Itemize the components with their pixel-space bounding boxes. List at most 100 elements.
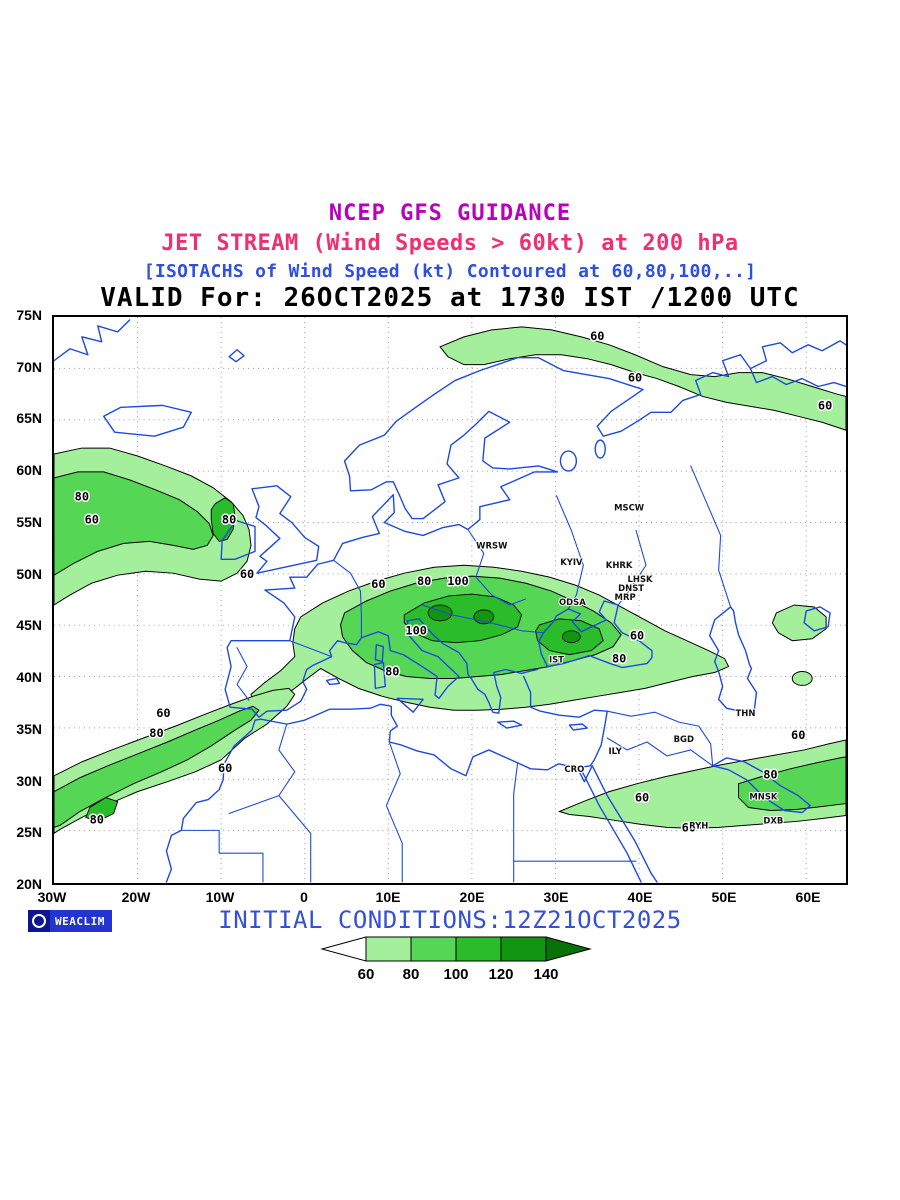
- border-poland-east: [467, 528, 493, 596]
- contour-labels: 60 60 60 80 60 80 60 60 80 100 100 60 80 80 60 80 60 60 80…: [73, 327, 834, 835]
- coast-aral-sea: [803, 606, 831, 632]
- river-danube: [421, 604, 545, 634]
- lat-label-70N: 70N: [16, 358, 42, 375]
- coast-greenland: [54, 319, 131, 362]
- city-label-dnst: DNST: [618, 583, 644, 593]
- border-algeria-mali: [278, 795, 312, 883]
- border-portugal: [236, 647, 250, 701]
- lat-label-55N: 55N: [16, 513, 42, 530]
- colorbar-legend: 60 80 100 120 140: [320, 936, 592, 986]
- longitude-axis: 30W 20W 10W 0 10E 20E 30E 40E 50E 60E: [38, 889, 848, 907]
- city-label-lhsk: LHSK: [627, 574, 653, 584]
- coast-persian-gulf: [711, 757, 811, 814]
- contour-label-80: 80: [222, 513, 236, 527]
- coast-west-europe-mediterranean: [224, 532, 539, 718]
- city-label-odsa: ODSA: [559, 597, 586, 607]
- initial-conditions-text: INITIAL CONDITIONS:12Z21OCT2025: [218, 906, 682, 934]
- contour-label-80: 80: [75, 490, 89, 504]
- contour-label-60: 60: [371, 577, 385, 591]
- contour-label-60: 60: [628, 371, 642, 385]
- title-product: JET STREAM (Wind Speeds > 60kt) at 200 h…: [161, 231, 739, 256]
- title-valid-time: VALID For: 26OCT2025 at 1730 IST /1200 U…: [100, 283, 800, 313]
- city-label-mnsk: MNSK: [749, 792, 778, 802]
- border-mideast: [606, 737, 714, 767]
- colorbar-svg: [320, 936, 592, 962]
- coast-great-britain: [251, 485, 320, 574]
- contour-label-80: 80: [612, 652, 626, 666]
- map-area: 60 60 60 80 60 80 60 60 80 100 100 60 80 80 60 80 60 60 80…: [52, 315, 848, 885]
- colorbar-seg-120-140: [500, 936, 547, 962]
- lat-label-65N: 65N: [16, 410, 42, 427]
- contour-label-60: 60: [590, 329, 604, 343]
- city-label-mrp: MRP: [615, 592, 636, 602]
- colorbar-tick-100: 100: [443, 966, 469, 983]
- lat-label-50N: 50N: [16, 565, 42, 582]
- colorbar-seg-100-120: [455, 936, 502, 962]
- island-cyprus: [568, 723, 589, 731]
- contour-label-60: 60: [240, 567, 254, 581]
- island-sicily: [396, 697, 424, 713]
- colorbar-tick-80: 80: [402, 966, 420, 983]
- coast-red-sea-west: [580, 769, 642, 883]
- border-carpathia: [491, 594, 527, 606]
- colorbar-tick-140: 140: [533, 966, 559, 983]
- coast-pechora: [749, 367, 846, 388]
- contour-label-60: 60: [218, 761, 232, 775]
- coast-sinai: [576, 765, 593, 783]
- island-sardinia: [373, 661, 387, 690]
- lon-label-10W: 10W: [205, 889, 235, 905]
- lat-label-25N: 25N: [16, 824, 42, 841]
- contour-label-60: 60: [156, 706, 170, 720]
- coast-red-sea-east: [591, 765, 658, 883]
- river-dnieper: [555, 495, 584, 610]
- lon-label-60E: 60E: [795, 889, 821, 905]
- circle-icon: [32, 914, 46, 928]
- isotach-fills: [54, 326, 846, 834]
- border-west-sahara: [180, 829, 264, 883]
- contour-label-80: 80: [90, 812, 104, 826]
- city-label-khrk: KHRK: [606, 560, 633, 570]
- jet-band-arctic-60: [439, 326, 846, 431]
- coast-turkey-levant-north-africa: [165, 675, 608, 883]
- contour-label-80: 80: [385, 664, 399, 678]
- lake-onega: [594, 439, 606, 459]
- lat-label-75N: 75N: [16, 307, 42, 323]
- latitude-axis: 75N 70N 65N 60N 55N 50N 45N 40N 35N 30N 25N 20N: [0, 307, 46, 892]
- city-label-ily: ILY: [609, 746, 623, 756]
- jet-blob-east-caspian: [771, 604, 827, 642]
- river-don: [617, 529, 647, 606]
- city-label-mscw: MSCW: [614, 503, 645, 513]
- contour-label-60: 60: [818, 398, 832, 412]
- coast-ireland: [220, 519, 256, 560]
- lat-label-60N: 60N: [16, 462, 42, 479]
- colorbar-seg-60-80: [365, 936, 412, 962]
- coast-caspian-sea: [708, 606, 758, 712]
- border-morocco-algeria: [228, 723, 296, 815]
- city-label-ryh: RYH: [689, 820, 708, 830]
- contour-label-80: 80: [417, 574, 431, 588]
- lon-label-30E: 30E: [543, 889, 569, 905]
- lat-label-35N: 35N: [16, 720, 42, 737]
- lon-label-20E: 20E: [459, 889, 485, 905]
- coastlines-borders: [54, 319, 846, 883]
- weaclim-logo-text: WEACLIM: [55, 914, 105, 928]
- jet-core-alps-1: [427, 604, 453, 622]
- lat-label-45N: 45N: [16, 617, 42, 634]
- coast-iceland: [103, 404, 193, 437]
- city-label-wrsw: WRSW: [476, 540, 508, 550]
- colorbar-seg-80-100: [410, 936, 457, 962]
- jet-band-mideast-80: [738, 756, 846, 812]
- coast-black-sea: [537, 600, 653, 669]
- city-label-dxb: DXB: [763, 815, 783, 825]
- jet-blob-iran-small: [791, 670, 813, 686]
- colorbar-tick-120: 120: [488, 966, 514, 983]
- title-model: NCEP GFS GUIDANCE: [328, 201, 572, 226]
- river-tigris: [698, 725, 714, 767]
- coast-scandinavia-baltic-arctic: [343, 340, 846, 537]
- lon-label-40E: 40E: [627, 889, 653, 905]
- colorbar-above-140-arrow: [545, 936, 592, 962]
- lon-label-30W: 30W: [37, 889, 67, 905]
- city-label-thn: THN: [736, 708, 756, 718]
